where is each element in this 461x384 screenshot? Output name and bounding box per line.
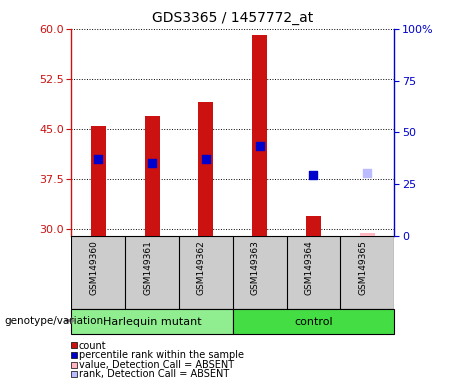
Text: GSM149363: GSM149363: [251, 240, 260, 295]
Title: GDS3365 / 1457772_at: GDS3365 / 1457772_at: [152, 11, 313, 25]
Bar: [71, 309, 233, 334]
Text: GSM149360: GSM149360: [89, 240, 98, 295]
Text: GSM149365: GSM149365: [358, 240, 367, 295]
Bar: [306, 216, 321, 236]
Point: [310, 172, 317, 178]
Point: [95, 156, 102, 162]
Point: [202, 156, 210, 162]
Text: percentile rank within the sample: percentile rank within the sample: [79, 350, 244, 360]
Text: Harlequin mutant: Harlequin mutant: [103, 316, 201, 327]
Text: control: control: [294, 316, 333, 327]
Bar: [145, 116, 160, 236]
Text: rank, Detection Call = ABSENT: rank, Detection Call = ABSENT: [79, 369, 229, 379]
Bar: [360, 233, 375, 236]
Bar: [252, 35, 267, 236]
Point: [148, 159, 156, 166]
Text: genotype/variation: genotype/variation: [5, 316, 104, 326]
Text: GSM149361: GSM149361: [143, 240, 152, 295]
Text: value, Detection Call = ABSENT: value, Detection Call = ABSENT: [79, 360, 234, 370]
Point: [256, 143, 263, 149]
Bar: [233, 309, 394, 334]
Text: GSM149364: GSM149364: [304, 240, 313, 295]
Text: count: count: [79, 341, 106, 351]
Text: GSM149362: GSM149362: [197, 240, 206, 295]
Point: [364, 170, 371, 176]
Bar: [91, 126, 106, 236]
Bar: [198, 103, 213, 236]
